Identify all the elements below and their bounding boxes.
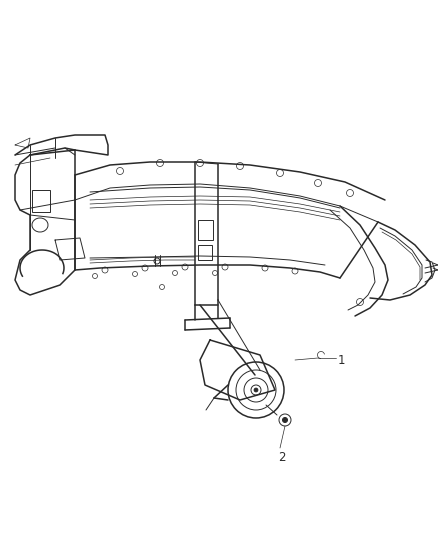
Circle shape <box>254 388 258 392</box>
Bar <box>198 220 213 240</box>
Text: 1: 1 <box>338 353 346 367</box>
Bar <box>32 190 50 212</box>
Text: 2: 2 <box>278 451 286 464</box>
Circle shape <box>283 417 287 423</box>
Bar <box>198 245 212 260</box>
